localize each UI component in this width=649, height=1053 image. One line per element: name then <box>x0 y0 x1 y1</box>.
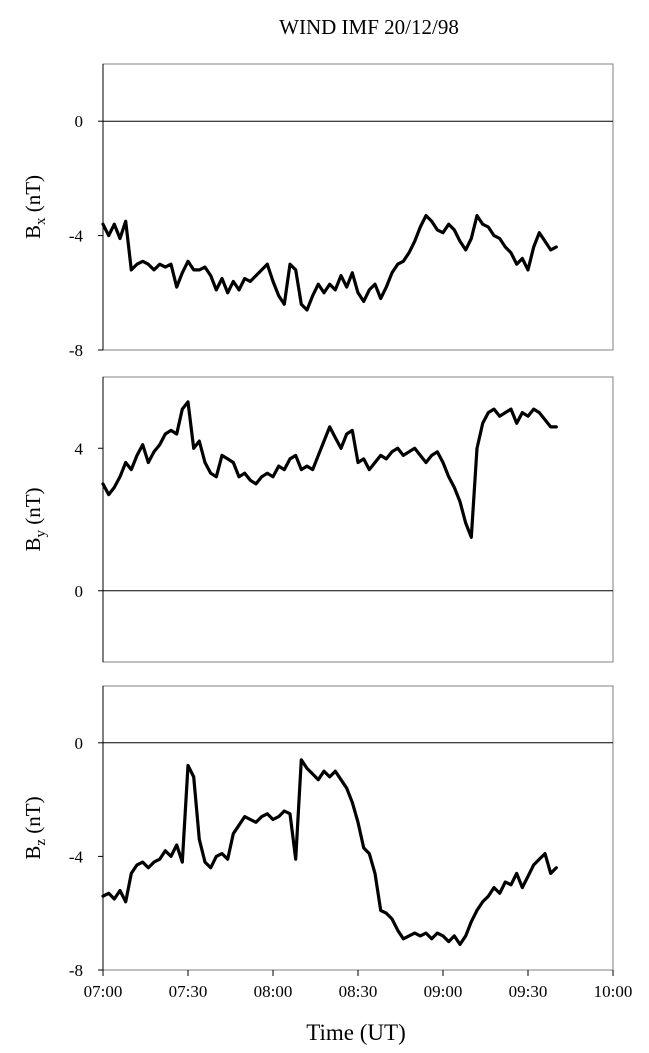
x-axis-title: Time (UT) <box>306 1020 405 1045</box>
x-axis: 07:00 07:30 08:00 08:30 09:00 09:30 10:00 <box>84 970 633 1001</box>
panel-y: 4 0 By (nT) <box>21 376 614 663</box>
y-axis-label: Bz (nT) <box>21 796 49 859</box>
y-tick-label: 0 <box>75 582 84 601</box>
x-tick-label: 09:30 <box>509 982 548 1001</box>
panels-group: 0 -4 -8 Bx (nT) 4 0 By (nT) 0 -4 -8 Bz (nT) <box>21 63 614 980</box>
panel-x: 0 -4 -8 Bx (nT) <box>21 63 614 360</box>
panel-frame <box>102 63 614 351</box>
x-tick-label: 07:30 <box>169 982 208 1001</box>
x-tick-label: 08:00 <box>254 982 293 1001</box>
y-tick-label: -4 <box>69 227 84 246</box>
y-axis-label: By (nT) <box>21 487 49 551</box>
x-tick-label: 10:00 <box>594 982 633 1001</box>
data-line-by <box>101 400 558 539</box>
chart-title: WIND IMF 20/12/98 <box>279 15 459 39</box>
x-tick-label: 09:00 <box>424 982 463 1001</box>
y-tick-label: -8 <box>69 341 83 360</box>
panel-z: 0 -4 -8 Bz (nT) <box>21 685 614 980</box>
data-line-bx <box>101 214 558 312</box>
y-tick-label: -8 <box>69 961 83 980</box>
x-tick-label: 07:00 <box>84 982 123 1001</box>
x-tick-label: 08:30 <box>339 982 378 1001</box>
y-tick-label: 0 <box>75 734 84 753</box>
y-axis-label: Bx (nT) <box>21 175 49 239</box>
data-line-bz <box>101 758 558 947</box>
y-tick-label: 4 <box>75 439 84 458</box>
y-tick-label: -4 <box>69 847 84 866</box>
y-tick-label: 0 <box>75 112 84 131</box>
